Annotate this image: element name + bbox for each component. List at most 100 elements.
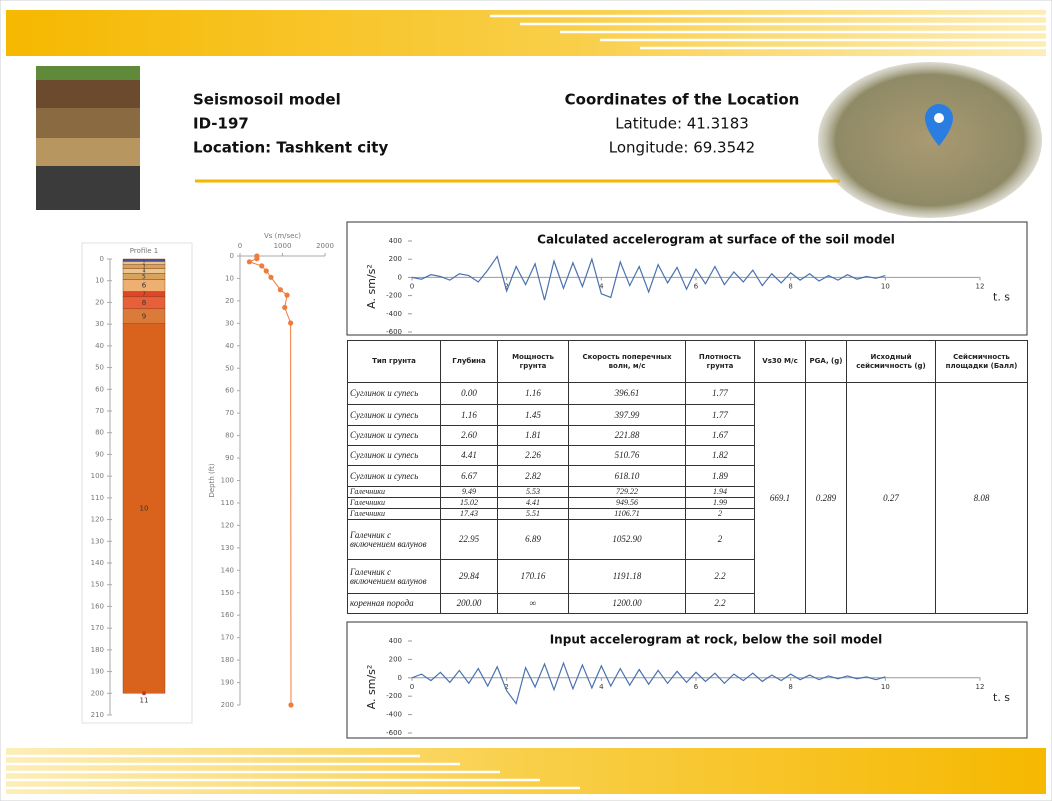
y-tick-label: 120 bbox=[221, 521, 234, 529]
table-cell: 729.22 bbox=[568, 486, 686, 498]
layer-label: 1 bbox=[143, 258, 145, 262]
chart-title: Calculated accelerogram at surface of th… bbox=[537, 233, 895, 247]
merged-cell: 0.27 bbox=[846, 382, 936, 614]
chart-title: Vs (m/sec) bbox=[264, 232, 301, 240]
x-tick-label: 6 bbox=[694, 282, 699, 290]
y-tick-label: 200 bbox=[389, 655, 402, 663]
point bbox=[277, 287, 283, 293]
table-cell: 221.88 bbox=[568, 425, 686, 446]
x-tick-label: 2 bbox=[504, 683, 508, 691]
header-cell: Плотность грунта bbox=[685, 340, 755, 383]
x-tick-label: 6 bbox=[694, 683, 699, 691]
y-tick-label: 190 bbox=[221, 679, 234, 687]
table-cell: коренная порода bbox=[347, 593, 441, 614]
table-cell: 397.99 bbox=[568, 404, 686, 426]
y-tick-label: 150 bbox=[221, 589, 234, 597]
table-cell: Галечники bbox=[347, 497, 441, 509]
y-tick-label: 0 bbox=[398, 273, 402, 281]
table-cell: 2.2 bbox=[685, 559, 755, 594]
y-tick-label: 110 bbox=[221, 499, 234, 507]
table-cell: 17.43 bbox=[440, 508, 498, 520]
y-tick-label: 0 bbox=[230, 252, 234, 260]
y-tick-label: 180 bbox=[91, 646, 104, 654]
model-title: Seismosoil model bbox=[193, 91, 341, 109]
x-tick-label: 4 bbox=[599, 282, 604, 290]
table-row: Суглинок и супесь 0.00 1.16 396.61 1.77 669.1… bbox=[347, 382, 1028, 614]
y-tick-label: 160 bbox=[91, 602, 104, 610]
y-tick-label: 20 bbox=[225, 297, 234, 305]
table-cell: Суглинок и супесь bbox=[347, 382, 441, 405]
y-tick-label: 100 bbox=[91, 472, 104, 480]
y-tick-label: 60 bbox=[95, 385, 104, 393]
y-tick-label: 190 bbox=[91, 668, 104, 676]
layer-label: 8 bbox=[142, 299, 146, 307]
layer-label: 9 bbox=[142, 312, 146, 320]
table-cell: 170.16 bbox=[497, 559, 569, 594]
y-tick-label: 160 bbox=[221, 611, 234, 619]
soil-image bbox=[36, 66, 140, 210]
point bbox=[259, 263, 265, 269]
table-cell: 22.95 bbox=[440, 519, 498, 560]
y-tick-label: 40 bbox=[225, 342, 234, 350]
x-tick-label: 2000 bbox=[316, 242, 334, 250]
table-cell: 1106.71 bbox=[568, 508, 686, 520]
x-tick-label: 10 bbox=[881, 683, 890, 691]
y-tick-label: 10 bbox=[95, 277, 104, 285]
header-cell: Исходный сейсмичность (g) bbox=[846, 340, 936, 383]
y-tick-label: 200 bbox=[389, 255, 402, 263]
x-tick-label: 0 bbox=[410, 282, 414, 290]
table-cell: 1.67 bbox=[685, 425, 755, 446]
y-tick-label: 60 bbox=[225, 387, 234, 395]
y-axis-label: A. sm/s² bbox=[365, 264, 378, 309]
merged-cell: 669.1 bbox=[754, 382, 806, 614]
x-tick-label: 2 bbox=[504, 282, 508, 290]
header-cell: Тип грунта bbox=[347, 340, 441, 383]
y-tick-label: 200 bbox=[91, 689, 104, 697]
table-cell: 6.89 bbox=[497, 519, 569, 560]
table-cell: Галечник с включением валунов bbox=[347, 519, 441, 560]
y-tick-label: 400 bbox=[389, 637, 402, 645]
table-cell: 6.67 bbox=[440, 465, 498, 487]
point bbox=[268, 274, 274, 280]
coords-title: Coordinates of the Location bbox=[565, 91, 800, 109]
y-axis-label: A. sm/s² bbox=[365, 665, 378, 710]
table-row: Галечник с включением валунов 29.84 170.16… bbox=[347, 559, 1028, 594]
model-location: Location: Tashkent city bbox=[193, 139, 388, 157]
table-cell: 4.41 bbox=[497, 497, 569, 509]
chart-title: Input accelerogram at rock, below the so… bbox=[550, 633, 883, 647]
table-cell: 1.77 bbox=[685, 404, 755, 426]
y-tick-label: 0 bbox=[398, 674, 402, 682]
y-tick-label: 70 bbox=[95, 407, 104, 415]
x-tick-label: 10 bbox=[881, 282, 890, 290]
header-cell: Мощность грунта bbox=[497, 340, 569, 383]
y-tick-label: 100 bbox=[221, 477, 234, 485]
y-tick-label: 10 bbox=[225, 274, 234, 282]
longitude: Longitude: 69.3542 bbox=[609, 139, 755, 157]
y-tick-label: 170 bbox=[91, 624, 104, 632]
table-cell: 1.45 bbox=[497, 404, 569, 426]
table-cell: 1.94 bbox=[685, 486, 755, 498]
table-cell: 2 bbox=[685, 519, 755, 560]
x-tick-label: 8 bbox=[788, 282, 792, 290]
y-tick-label: 170 bbox=[221, 634, 234, 642]
table-cell: 1.82 bbox=[685, 445, 755, 466]
x-tick-label: 12 bbox=[976, 282, 985, 290]
table-cell: Суглинок и супесь bbox=[347, 465, 441, 487]
point bbox=[288, 320, 294, 326]
layer-label: 11 bbox=[140, 696, 149, 704]
header-row: Тип грунта Глубина Мощность грунта Скорость… bbox=[347, 340, 1028, 383]
y-tick-label: 90 bbox=[225, 454, 234, 462]
point bbox=[288, 702, 294, 708]
y-tick-label: 210 bbox=[91, 711, 104, 719]
map-image bbox=[818, 62, 1042, 218]
layer-label: 2 bbox=[143, 261, 145, 265]
y-tick-label: -200 bbox=[386, 692, 402, 700]
header-cell: Глубина bbox=[440, 340, 498, 383]
layer-label: 10 bbox=[140, 505, 149, 513]
y-axis-label: Depth (ft) bbox=[208, 463, 216, 497]
merged-cell: 0.289 bbox=[805, 382, 847, 614]
y-tick-label: 70 bbox=[225, 409, 234, 417]
layer-base bbox=[142, 691, 146, 696]
chart-title: Profile 1 bbox=[130, 247, 158, 255]
